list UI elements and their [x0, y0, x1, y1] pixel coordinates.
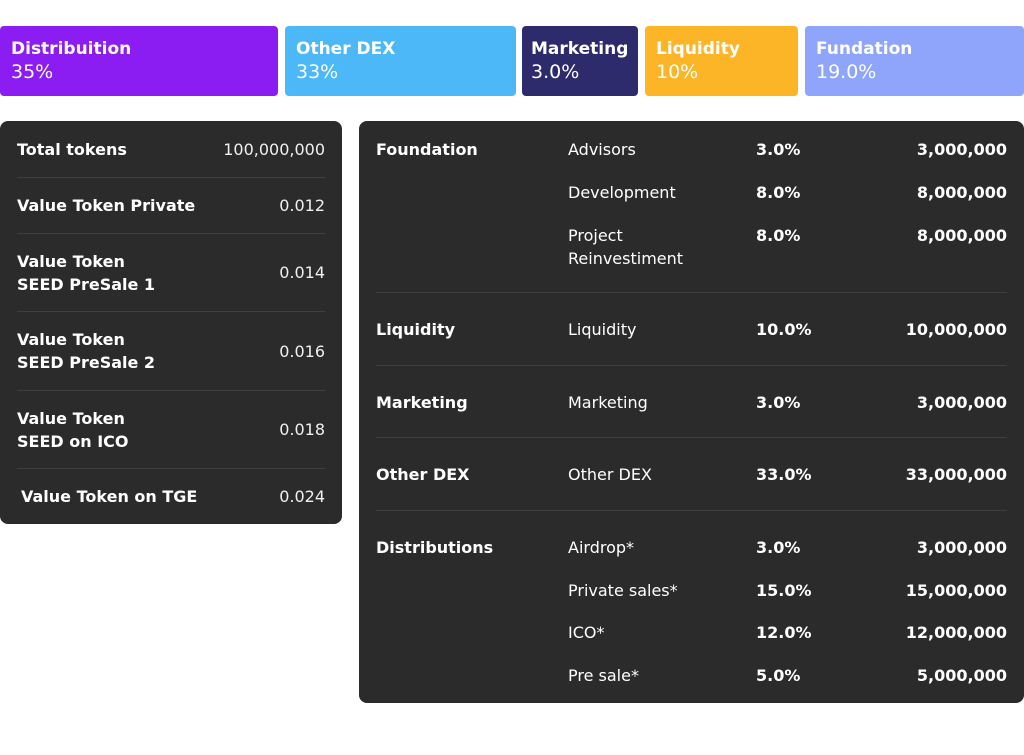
token-info-row: Value Token SEED on ICO 0.018: [17, 391, 325, 469]
item-amount: 3,000,000: [916, 393, 1007, 412]
item-percent: 8.0%: [756, 226, 801, 245]
item-percent: 12.0%: [756, 623, 812, 642]
item-percent: 3.0%: [756, 538, 801, 557]
marketing-card: Marketing 3.0%: [522, 26, 638, 96]
allocation-item: Development 8.0% 8,000,000: [376, 181, 1007, 224]
item-name: Pre sale*: [568, 666, 639, 685]
token-info-label: Value Token on TGE: [21, 487, 198, 506]
group-name: Other DEX: [376, 465, 470, 484]
token-info-panel: Total tokens 100,000,000 Value Token Pri…: [0, 121, 342, 524]
allocation-group-foundation: Foundation Advisors 3.0% 3,000,000 Devel…: [376, 138, 1007, 293]
token-info-label: Total tokens: [17, 139, 127, 159]
item-percent: 3.0%: [756, 140, 801, 159]
allocation-group-marketing: Marketing Marketing 3.0% 3,000,000: [376, 366, 1007, 438]
item-name: Development: [568, 183, 676, 202]
allocation-item: Private sales* 15.0% 15,000,000: [376, 579, 1007, 622]
card-value: 35%: [11, 61, 54, 83]
group-name: Foundation: [376, 140, 478, 159]
distribution-card: Distribuition 35%: [0, 26, 278, 96]
item-percent: 15.0%: [756, 581, 812, 600]
token-info-label: Value Token SEED PreSale 1: [17, 251, 156, 294]
item-amount: 3,000,000: [916, 140, 1007, 159]
allocation-item: Airdrop* 3.0% 3,000,000: [376, 536, 1007, 579]
item-name: Marketing: [568, 393, 648, 412]
token-info-row: Value Token SEED PreSale 2 0.016: [17, 312, 325, 391]
token-info-value: 100,000,000: [223, 139, 325, 159]
item-percent: 5.0%: [756, 666, 801, 685]
card-title: Fundation: [816, 39, 913, 59]
token-info-value: 0.016: [279, 341, 325, 361]
card-title: Distribuition: [11, 39, 132, 59]
allocation-item: Other DEX 33.0% 33,000,000: [376, 463, 1007, 506]
token-info-value: 0.018: [279, 420, 325, 439]
item-amount: 12,000,000: [905, 623, 1007, 642]
token-info-label: Value Token Private: [17, 196, 196, 215]
token-info-label: Value Token SEED on ICO: [17, 408, 129, 451]
token-info-value: 0.014: [279, 263, 325, 282]
card-value: 33%: [296, 61, 339, 83]
token-info-label: Value Token SEED PreSale 2: [17, 330, 156, 372]
item-name: Private sales*: [568, 581, 678, 600]
item-amount: 15,000,000: [905, 581, 1007, 600]
item-amount: 10,000,000: [905, 320, 1007, 339]
item-name: Airdrop*: [568, 538, 635, 557]
item-name: Advisors: [568, 140, 636, 159]
allocation-group-liquidity: Liquidity Liquidity 10.0% 10,000,000: [376, 293, 1007, 366]
card-value: 10%: [656, 61, 699, 83]
liquidity-card: Liquidity 10%: [645, 26, 798, 96]
allocation-item: Marketing 3.0% 3,000,000: [376, 391, 1007, 434]
token-info-row: Value Token SEED PreSale 1 0.014: [17, 234, 325, 312]
card-title: Other DEX: [296, 39, 396, 59]
allocation-item: ICO* 12.0% 12,000,000: [376, 621, 1007, 664]
item-name: ICO*: [568, 623, 605, 642]
item-amount: 5,000,000: [916, 666, 1007, 685]
item-name: Other DEX: [568, 465, 652, 484]
token-info-value: 0.012: [279, 196, 325, 215]
item-percent: 33.0%: [756, 465, 812, 484]
card-value: 3.0%: [531, 61, 580, 83]
token-info-row: Value Token on TGE 0.024: [17, 469, 325, 524]
allocation-item: Advisors 3.0% 3,000,000: [376, 138, 1007, 181]
fundation-card: Fundation 19.0%: [805, 26, 1024, 96]
card-title: Marketing: [531, 39, 629, 59]
item-name: Project Reinvestiment: [568, 226, 684, 268]
allocation-group-other-dex: Other DEX Other DEX 33.0% 33,000,000: [376, 438, 1007, 511]
item-name: Liquidity: [568, 320, 637, 339]
item-percent: 3.0%: [756, 393, 801, 412]
item-amount: 8,000,000: [916, 183, 1007, 202]
token-info-row: Value Token Private 0.012: [17, 178, 325, 234]
other-dex-card: Other DEX 33%: [285, 26, 516, 96]
group-name: Marketing: [376, 393, 468, 412]
group-name: Liquidity: [376, 320, 456, 339]
card-value: 19.0%: [816, 61, 877, 83]
allocation-group-distributions: Distributions Airdrop* 3.0% 3,000,000 Pr…: [376, 511, 1007, 691]
item-percent: 8.0%: [756, 183, 801, 202]
item-amount: 3,000,000: [916, 538, 1007, 557]
card-title: Liquidity: [656, 39, 740, 59]
token-info-value: 0.024: [279, 487, 325, 506]
token-info-row: Total tokens 100,000,000: [17, 121, 325, 178]
item-percent: 10.0%: [756, 320, 812, 339]
item-amount: 33,000,000: [905, 465, 1007, 484]
allocation-item: Project Reinvestiment 8.0% 8,000,000: [376, 224, 1007, 274]
allocation-item: Liquidity 10.0% 10,000,000: [376, 318, 1007, 361]
allocation-panel: Foundation Advisors 3.0% 3,000,000 Devel…: [359, 121, 1024, 703]
group-name: Distributions: [376, 538, 494, 557]
item-amount: 8,000,000: [916, 226, 1007, 245]
allocation-item: Pre sale* 5.0% 5,000,000: [376, 664, 1007, 707]
